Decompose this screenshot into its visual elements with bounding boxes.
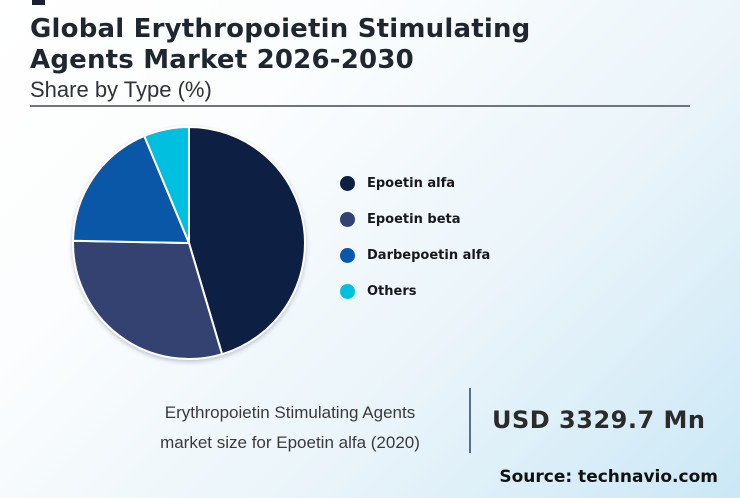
legend: Epoetin alfa Epoetin beta Darbepoetin al… (340, 165, 490, 309)
page-title-line2: Agents Market 2026-2030 (30, 45, 414, 75)
legend-item-others: Others (340, 273, 490, 309)
legend-marker-icon (340, 283, 355, 299)
pie-chart (71, 125, 307, 361)
legend-marker-icon (340, 211, 355, 227)
page-title-line1: Global Erythropoietin Stimulating (30, 14, 531, 44)
vertical-divider (469, 388, 471, 453)
page-title: Global Erythropoietin Stimulating Agents… (30, 14, 710, 76)
market-size-value: USD 3329.7 Mn (492, 406, 706, 434)
legend-marker-icon (340, 247, 355, 263)
legend-item-epoetin-alfa: Epoetin alfa (340, 165, 490, 201)
legend-item-epoetin-beta: Epoetin beta (340, 201, 490, 237)
header: Global Erythropoietin Stimulating Agents… (30, 14, 710, 103)
legend-label: Epoetin beta (367, 211, 461, 227)
market-size-caption: Erythropoietin Stimulating Agents market… (140, 398, 440, 458)
pie-slice-epoetin-alfa (188, 126, 306, 356)
page-subtitle: Share by Type (%) (30, 77, 212, 102)
legend-label: Others (367, 283, 417, 299)
pie-slice-darbepoetin-alfa (72, 134, 190, 244)
source-attribution: Source: technavio.com (499, 467, 718, 487)
legend-marker-icon (340, 175, 355, 191)
legend-label: Darbepoetin alfa (367, 247, 491, 263)
corner-mark (32, 0, 45, 5)
pie-slice-others (143, 126, 190, 244)
title-divider (30, 105, 690, 107)
market-size-caption-line1: Erythropoietin Stimulating Agents (164, 403, 416, 422)
market-size-caption-line2: market size for Epoetin alfa (2020) (160, 433, 420, 452)
pie-chart-svg (72, 126, 306, 360)
pie-slice-epoetin-beta (72, 239, 224, 360)
legend-item-darbepoetin-alfa: Darbepoetin alfa (340, 237, 490, 273)
legend-label: Epoetin alfa (367, 175, 456, 191)
